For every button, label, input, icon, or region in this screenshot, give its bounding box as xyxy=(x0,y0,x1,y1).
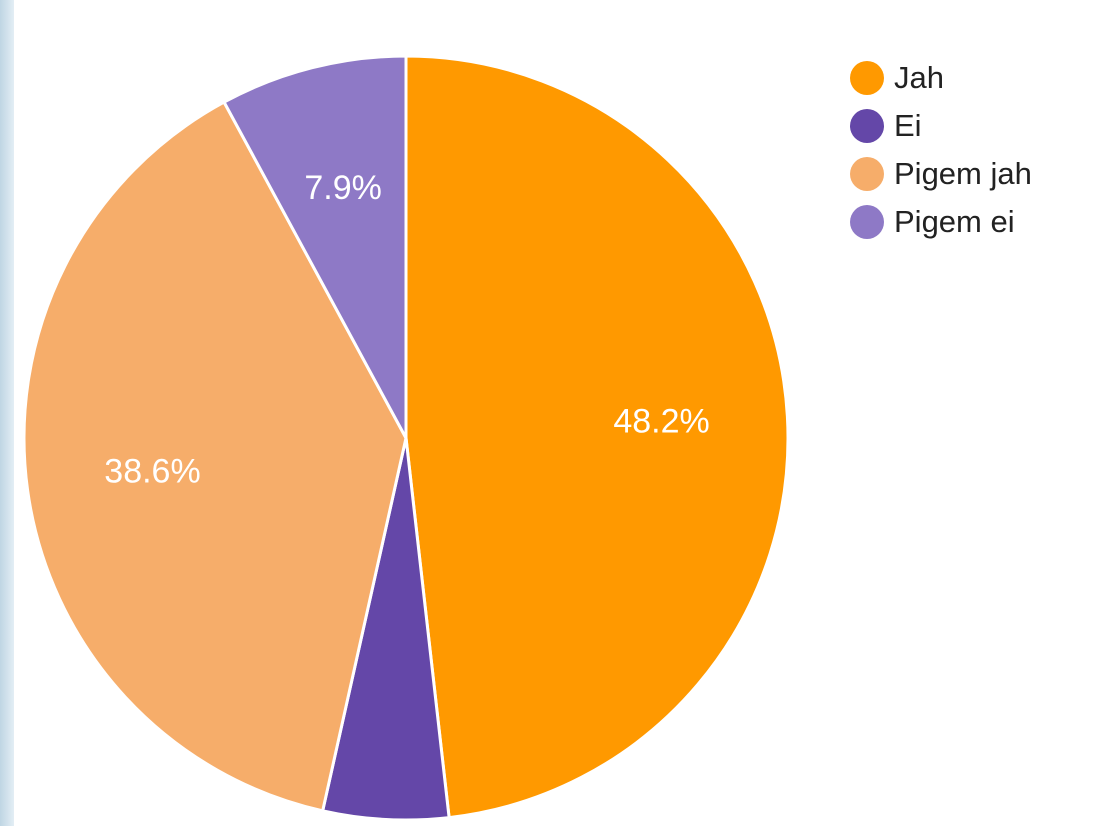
legend: Jah Ei Pigem jah Pigem ei xyxy=(850,54,1032,246)
legend-label-pigem-ei: Pigem ei xyxy=(894,204,1015,239)
legend-label-ei: Ei xyxy=(894,108,922,143)
pie-slices xyxy=(22,54,790,822)
pie-slice-pigem-jah[interactable] xyxy=(22,100,408,813)
pie-slice-labels: 48.2% 38.6% 7.9% xyxy=(104,169,709,490)
legend-swatch-ei xyxy=(850,109,884,143)
legend-item-ei[interactable]: Ei xyxy=(850,102,1032,150)
legend-swatch-pigem-ei xyxy=(850,205,884,239)
legend-swatch-pigem-jah xyxy=(850,157,884,191)
slice-label-jah: 48.2% xyxy=(613,403,709,441)
legend-item-pigem-jah[interactable]: Pigem jah xyxy=(850,150,1032,198)
pie-slice-jah[interactable] xyxy=(404,54,790,820)
slice-label-pigem-ei: 7.9% xyxy=(304,169,382,207)
left-edge-strip xyxy=(0,0,14,826)
legend-swatch-jah xyxy=(850,61,884,95)
slice-label-pigem-jah: 38.6% xyxy=(104,452,200,490)
legend-label-jah: Jah xyxy=(894,60,944,95)
legend-item-pigem-ei[interactable]: Pigem ei xyxy=(850,198,1032,246)
pie-slice-pigem-ei[interactable] xyxy=(222,54,408,439)
legend-item-jah[interactable]: Jah xyxy=(850,54,1032,102)
legend-label-pigem-jah: Pigem jah xyxy=(894,156,1032,191)
